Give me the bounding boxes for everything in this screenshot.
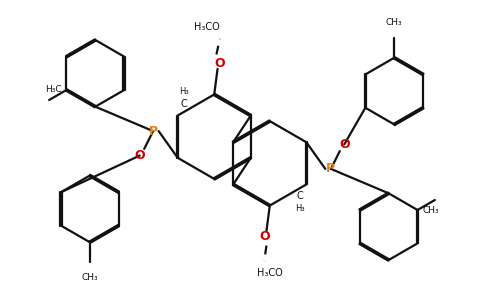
Text: CH₃: CH₃ [422,206,439,214]
Text: O: O [259,230,270,243]
Text: H₃: H₃ [295,204,304,213]
Text: O: O [214,57,225,70]
Text: CH₃: CH₃ [386,18,403,27]
Text: P: P [149,124,158,138]
Text: C: C [181,99,188,109]
Text: C: C [296,191,303,201]
Text: H₃C: H₃C [45,85,62,94]
Text: H₃CO: H₃CO [257,268,283,278]
Text: O: O [339,138,349,151]
Text: CH₃: CH₃ [81,273,98,282]
Text: P: P [326,162,335,176]
Text: H₃CO: H₃CO [194,22,219,32]
Text: H₃: H₃ [180,87,189,96]
Text: O: O [135,149,145,162]
